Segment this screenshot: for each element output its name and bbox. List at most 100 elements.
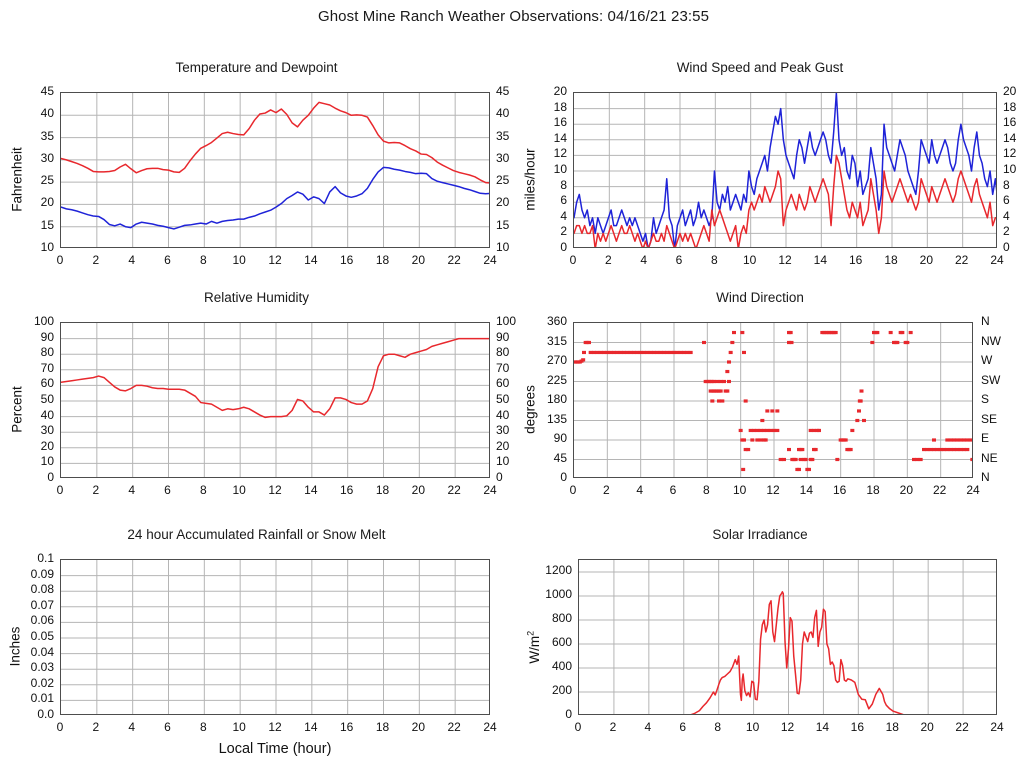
y-tick-label: 18	[553, 99, 567, 114]
y-tick-label: 0.06	[30, 613, 54, 628]
y-tick-label-right: 15	[496, 217, 510, 232]
y-tick-label: 800	[551, 611, 572, 625]
x-tick-label: 14	[304, 253, 318, 267]
y-tick-label: 90	[553, 431, 567, 445]
y-tick-label-right: 10	[496, 454, 510, 469]
y-tick-label: 0.0	[37, 707, 54, 721]
x-tick-label: 2	[609, 720, 617, 734]
y-tick-label: 10	[40, 240, 54, 254]
y-tick-label: 90	[40, 329, 54, 344]
y-tick-label: 0.07	[30, 597, 54, 612]
y-tick-label-right: 40	[496, 106, 510, 121]
y-tick-label: 0.04	[30, 644, 54, 659]
y-tick-label-right: 16	[1003, 115, 1017, 130]
x-tick-label: 0	[569, 253, 577, 267]
x-tick-label: 24	[483, 253, 497, 267]
y-tick-label-compass: SE	[981, 411, 998, 426]
y-tick-label-right: 90	[496, 329, 510, 344]
y-tick-label: 30	[40, 423, 54, 438]
chart-title-relative-humidity: Relative Humidity	[203, 290, 310, 305]
x-tick-label: 2	[604, 253, 612, 267]
y-tick-label-right: 0	[496, 470, 503, 484]
x-tick-label: 12	[778, 253, 792, 267]
y-tick-label-right: 80	[496, 345, 510, 360]
x-tick-label: 14	[815, 720, 830, 734]
x-tick-label: 14	[304, 720, 318, 734]
x-tick-label: 2	[92, 720, 100, 734]
x-tick-label: 20	[411, 253, 425, 267]
y-tick-label-right: 10	[496, 240, 510, 254]
x-tick-label: 0	[56, 253, 64, 267]
y-tick-label: 10	[40, 454, 54, 469]
x-tick-label: 2	[92, 253, 100, 267]
x-tick-label: 24	[966, 483, 980, 497]
x-tick-label: 6	[669, 483, 677, 497]
y-tick-label-right: 4	[1003, 208, 1010, 223]
plot-area-wind-direction	[573, 322, 973, 478]
y-tick-label: 315	[546, 333, 567, 348]
x-tick-label: 8	[710, 253, 718, 267]
x-tick-label: 22	[447, 483, 461, 497]
x-tick-label: 16	[832, 483, 847, 497]
y-tick-label: 0.03	[30, 660, 54, 675]
x-tick-label: 24	[483, 720, 497, 734]
x-tick-label: 14	[799, 483, 813, 497]
x-tick-label: 20	[920, 720, 934, 734]
y-tick-label: 2	[560, 224, 567, 239]
x-tick-label: 0	[56, 720, 64, 734]
y-tick-label-compass: W	[981, 353, 993, 367]
x-tick-label: 22	[447, 720, 461, 734]
y-tick-label: 20	[553, 84, 567, 98]
x-tick-label: 18	[885, 720, 899, 734]
y-tick-label: 25	[40, 173, 54, 188]
y-tick-label: 12	[553, 146, 567, 161]
chart-title-temperature-dewpoint: Temperature and Dewpoint	[175, 60, 338, 75]
x-tick-label: 18	[375, 483, 390, 497]
y-tick-label: 40	[40, 407, 54, 422]
plot-area-temperature-dewpoint	[60, 92, 490, 248]
y-tick-label-compass: SW	[981, 372, 1001, 387]
y-tick-label-compass: E	[981, 431, 990, 445]
y-tick-label: 30	[40, 150, 54, 165]
chart-title-solar-irradiance: Solar Irradiance	[712, 527, 808, 542]
plot-area-accumulated-rainfall	[60, 559, 490, 715]
x-tick-label: 6	[164, 720, 171, 734]
x-tick-label: 6	[679, 720, 687, 734]
y-tick-label: 100	[33, 314, 54, 328]
y-tick-label-right: 30	[496, 150, 510, 165]
x-tick-label: 12	[268, 483, 282, 497]
x-tick-label: 6	[164, 483, 171, 497]
x-axis-label-local-time: Local Time (hour)	[218, 741, 332, 757]
chart-panel-solar-irradiance: Solar Irradiance W/m2 0 200 400 600 800 1000 1…	[513, 527, 1027, 772]
y-tick-label: 6	[560, 193, 567, 208]
y-tick-label-compass: N	[981, 314, 990, 328]
y-tick-label: 600	[551, 635, 572, 649]
y-tick-label: 35	[40, 128, 54, 143]
y-tick-label-right: 70	[496, 360, 510, 375]
x-tick-label: 10	[742, 253, 757, 267]
y-tick-label: 0	[565, 707, 572, 721]
y-tick-label: 0.08	[30, 582, 54, 597]
y-tick-label: 10	[553, 162, 567, 176]
y-tick-label: 4	[560, 208, 567, 223]
x-tick-label: 4	[640, 253, 647, 267]
x-tick-label: 24	[990, 253, 1004, 267]
x-tick-label: 4	[644, 720, 652, 734]
x-tick-label: 2	[92, 483, 100, 497]
y-tick-label-right: 20	[1003, 84, 1017, 98]
y-tick-label-right: 10	[1003, 162, 1017, 176]
chart-panel-accumulated-rainfall: 24 hour Accumulated Rainfall or Snow Mel…	[0, 527, 513, 772]
x-tick-label: 8	[199, 253, 207, 267]
x-tick-label: 0	[574, 720, 582, 734]
x-tick-label: 12	[268, 253, 282, 267]
y-tick-label: 20	[40, 195, 54, 210]
x-tick-label: 24	[483, 483, 497, 497]
x-tick-label: 6	[675, 253, 683, 267]
y-tick-label-compass: NE	[981, 450, 998, 465]
x-tick-label: 10	[232, 483, 246, 497]
y-tick-label-compass: N	[981, 470, 990, 484]
chart-title-accumulated-rainfall: 24 hour Accumulated Rainfall or Snow Mel…	[127, 527, 386, 542]
y-tick-label-right: 18	[1003, 99, 1017, 114]
x-tick-label: 0	[569, 483, 577, 497]
x-tick-label: 16	[848, 253, 863, 267]
